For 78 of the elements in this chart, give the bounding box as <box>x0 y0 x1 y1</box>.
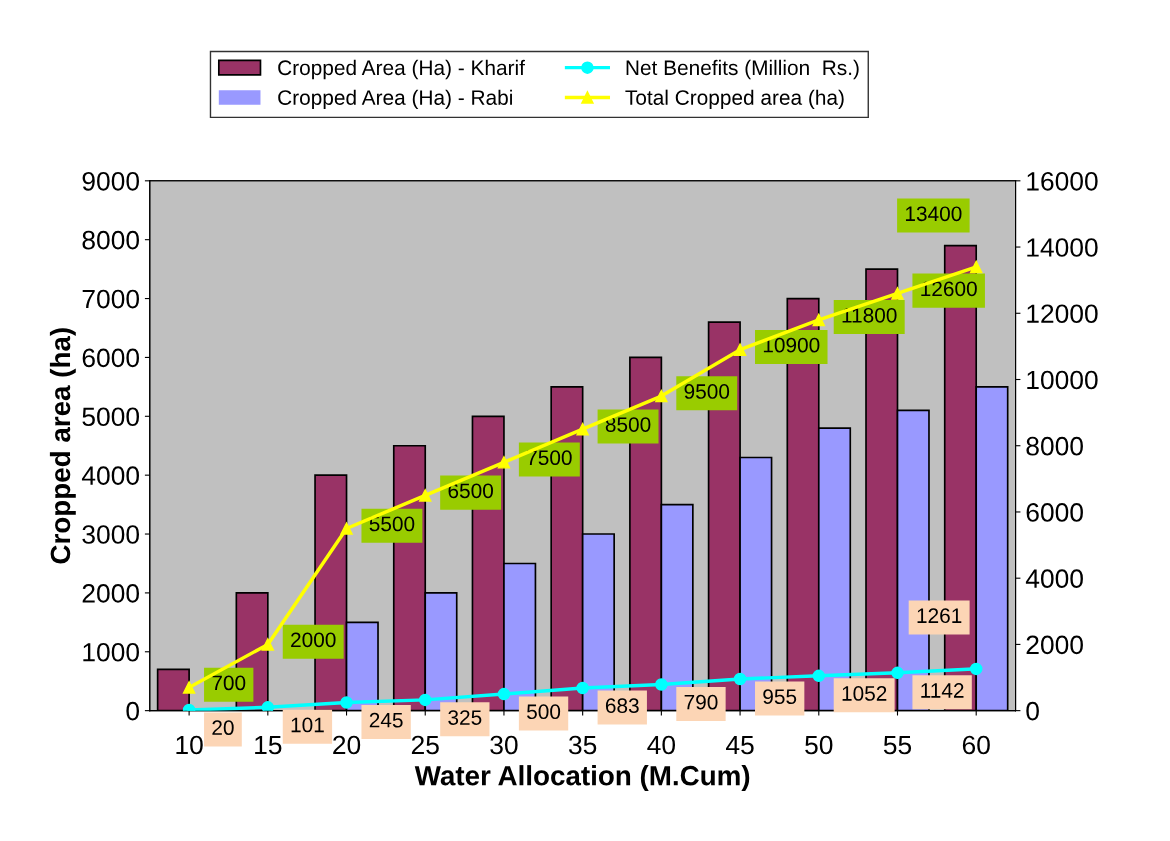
data-label: 1142 <box>921 683 964 698</box>
data-label: 11800 <box>842 307 897 323</box>
y2-tick-label: 6000 <box>1026 503 1083 522</box>
point <box>576 681 589 695</box>
y2-tick-label: 4000 <box>1025 569 1083 589</box>
data-label: 1261 <box>917 608 962 624</box>
y2-tick-label: 8000 <box>1026 436 1083 456</box>
data-label: 325 <box>448 710 482 725</box>
x-tick-label: 60 <box>962 735 990 755</box>
point <box>497 456 511 469</box>
data-label: 8500 <box>605 417 651 432</box>
data-label: 12600 <box>921 281 977 297</box>
y2-tick-label: 10000 <box>1027 370 1098 390</box>
data-label: 245 <box>369 712 403 728</box>
y-tick-label: 5000 <box>82 407 140 427</box>
x-axis-title: Water Allocation (M.Cum) <box>414 765 750 791</box>
x-tick-label: 50 <box>805 735 833 755</box>
legend-label: Net Benefits (Million Rs.) <box>626 59 859 80</box>
point <box>340 696 353 709</box>
point <box>182 681 196 694</box>
data-label: 6500 <box>448 483 493 499</box>
point <box>576 422 589 436</box>
point <box>733 343 747 356</box>
point <box>812 313 826 327</box>
data-label: 13400 <box>905 206 962 222</box>
data-label: 683 <box>605 698 639 714</box>
point <box>812 669 826 683</box>
y2-tick-label: 16000 <box>1027 171 1098 191</box>
y2-tick-label: 12000 <box>1027 304 1098 324</box>
x-tick-label: 20 <box>333 735 361 755</box>
y-tick-label: 0 <box>126 701 140 721</box>
y2-tick-label: 0 <box>1026 701 1039 721</box>
point <box>655 678 668 691</box>
legend-label: Cropped Area (Ha) - Rabi <box>278 89 512 110</box>
y2-tick-label: 2000 <box>1026 635 1083 655</box>
y-tick-label: 3000 <box>82 525 140 544</box>
legend-label: Cropped Area (Ha) - Kharif <box>278 59 525 80</box>
y2-tick-label: 14000 <box>1027 238 1098 257</box>
x-tick-label: 10 <box>176 735 203 755</box>
y-tick-label: 6000 <box>82 348 140 368</box>
data-label: 101 <box>291 717 324 733</box>
point <box>891 666 904 680</box>
y-tick-label: 1000 <box>83 642 140 662</box>
x-tick-label: 45 <box>726 735 754 755</box>
y-axis-title: Cropped area (ha) <box>49 328 76 564</box>
x-tick-label: 25 <box>411 735 439 755</box>
y-tick-label: 2000 <box>82 584 140 603</box>
point <box>418 489 432 502</box>
y-tick-label: 7000 <box>82 289 140 309</box>
y-tick-label: 4000 <box>81 466 140 485</box>
x-tick-label: 55 <box>883 735 912 755</box>
y-tick-label: 8000 <box>82 230 140 250</box>
point <box>891 287 904 300</box>
point <box>969 260 983 274</box>
data-label: 955 <box>763 689 797 705</box>
x-tick-label: 35 <box>568 735 597 755</box>
point <box>340 522 353 535</box>
data-label: 9500 <box>684 384 730 399</box>
data-label: 20 <box>212 720 234 736</box>
data-label: 700 <box>212 675 246 691</box>
point <box>655 389 668 403</box>
data-label: 10900 <box>763 337 820 353</box>
data-label: 500 <box>527 704 561 720</box>
data-label: 2000 <box>291 632 336 648</box>
data-label: 1052 <box>842 686 887 701</box>
point <box>418 693 432 707</box>
point <box>261 638 275 651</box>
y-tick-label: 9000 <box>82 171 140 191</box>
point <box>733 672 747 686</box>
x-tick-label: 30 <box>490 735 518 755</box>
legend-label: Total Cropped area (ha) <box>625 89 844 110</box>
point <box>261 701 275 711</box>
x-tick-label: 40 <box>647 735 676 755</box>
point <box>497 687 511 701</box>
x-tick-label: 15 <box>255 735 282 755</box>
point <box>969 662 983 676</box>
data-label: 5500 <box>369 516 415 532</box>
data-label: 790 <box>684 694 718 710</box>
